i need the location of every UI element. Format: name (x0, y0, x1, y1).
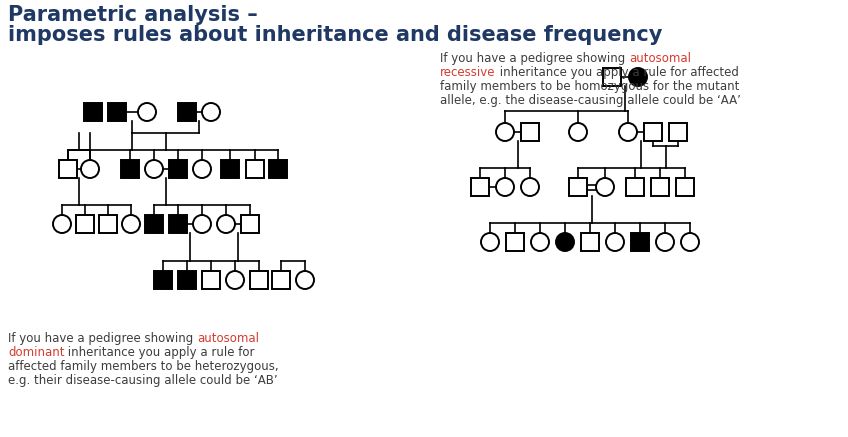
Bar (471, 178, 489, 196)
Text: autosomal: autosomal (197, 332, 259, 345)
Text: If you have a pedigree showing: If you have a pedigree showing (440, 52, 629, 65)
Circle shape (226, 271, 244, 289)
Bar (221, 160, 239, 178)
Circle shape (193, 215, 211, 233)
Text: affected family members to be heterozygous,: affected family members to be heterozygo… (8, 360, 279, 373)
Circle shape (606, 233, 624, 251)
Bar (178, 271, 196, 289)
Text: If you have a pedigree showing: If you have a pedigree showing (8, 332, 197, 345)
Circle shape (138, 103, 156, 121)
Bar (246, 160, 264, 178)
Circle shape (521, 178, 539, 196)
Bar (169, 215, 187, 233)
Circle shape (496, 123, 514, 141)
Text: imposes rules about inheritance and disease frequency: imposes rules about inheritance and dise… (8, 25, 662, 45)
Bar (241, 215, 259, 233)
Circle shape (122, 215, 140, 233)
Circle shape (53, 215, 71, 233)
Circle shape (619, 123, 637, 141)
Text: family members to be homozygous for the mutant: family members to be homozygous for the … (440, 80, 739, 93)
Bar (169, 160, 187, 178)
Circle shape (296, 271, 314, 289)
Circle shape (569, 123, 587, 141)
Text: inheritance you apply a rule for affected: inheritance you apply a rule for affecte… (495, 66, 739, 79)
Text: dominant: dominant (8, 346, 64, 359)
Bar (676, 178, 694, 196)
Bar (631, 233, 649, 251)
Text: Parametric analysis –: Parametric analysis – (8, 5, 258, 25)
Circle shape (193, 160, 211, 178)
Bar (603, 68, 621, 86)
Bar (644, 123, 662, 141)
Circle shape (629, 68, 647, 86)
Bar (154, 271, 172, 289)
Bar (272, 271, 290, 289)
Bar (669, 123, 687, 141)
Circle shape (81, 160, 99, 178)
Bar (145, 215, 163, 233)
Bar (202, 271, 220, 289)
Bar (59, 160, 77, 178)
Bar (269, 160, 287, 178)
Bar (250, 271, 268, 289)
Bar (178, 103, 196, 121)
Circle shape (145, 160, 163, 178)
Circle shape (496, 178, 514, 196)
Bar (76, 215, 94, 233)
Text: e.g. their disease-causing allele could be ‘AB’: e.g. their disease-causing allele could … (8, 374, 277, 387)
Circle shape (556, 233, 574, 251)
Text: inheritance you apply a rule for: inheritance you apply a rule for (64, 346, 255, 359)
Bar (121, 160, 139, 178)
Text: recessive: recessive (440, 66, 495, 79)
Circle shape (531, 233, 549, 251)
Circle shape (681, 233, 699, 251)
Bar (84, 103, 102, 121)
Bar (99, 215, 117, 233)
Bar (108, 103, 126, 121)
Circle shape (596, 178, 614, 196)
Circle shape (656, 233, 674, 251)
Circle shape (481, 233, 499, 251)
Bar (626, 178, 644, 196)
Bar (521, 123, 539, 141)
Circle shape (202, 103, 220, 121)
Bar (651, 178, 669, 196)
Bar (506, 233, 524, 251)
Circle shape (217, 215, 235, 233)
Bar (569, 178, 587, 196)
Text: allele, e.g. the disease-causing allele could be ‘AA’: allele, e.g. the disease-causing allele … (440, 94, 741, 107)
Text: autosomal: autosomal (629, 52, 691, 65)
Bar (581, 233, 599, 251)
